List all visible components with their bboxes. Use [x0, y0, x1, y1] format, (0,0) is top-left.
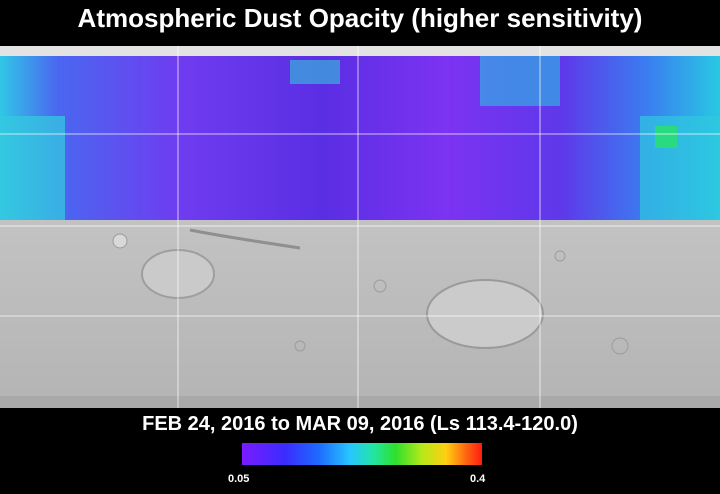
dust-patch-northeast	[480, 56, 560, 106]
dust-patch-green	[655, 126, 677, 148]
color-scale-min-label: 0.05	[228, 473, 250, 485]
crater-basin-hellas	[426, 279, 544, 349]
color-scale-bar	[242, 443, 482, 465]
volcano-1	[112, 233, 128, 249]
map-title: Atmospheric Dust Opacity (higher sensiti…	[77, 3, 643, 33]
crater-small-4	[554, 250, 566, 262]
polar-cap-north	[0, 46, 720, 56]
date-range-label: FEB 24, 2016 to MAR 09, 2016 (Ls 113.4-1…	[142, 413, 578, 435]
crater-small-3	[294, 340, 306, 352]
dust-patch-west	[0, 116, 65, 220]
dust-patch-north	[290, 60, 340, 84]
crater-small-1	[373, 279, 387, 293]
map-canvas	[0, 46, 720, 408]
mars-map	[0, 46, 720, 408]
dust-patch-east	[640, 116, 720, 220]
color-scale-max-label: 0.4	[470, 473, 486, 485]
valles-marineris	[189, 228, 301, 250]
crater-small-2	[611, 337, 629, 355]
lat-lon-grid	[0, 46, 720, 408]
polar-band-south	[0, 396, 720, 408]
dust-opacity-overlay	[0, 56, 720, 220]
